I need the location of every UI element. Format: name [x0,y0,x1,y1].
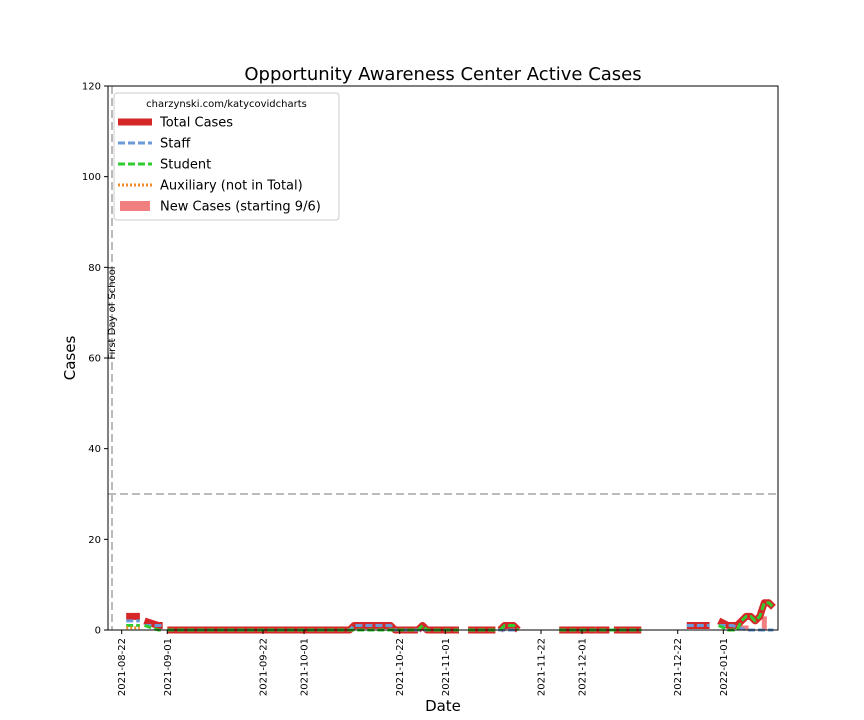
legend-entry: Total Cases [159,116,233,131]
y-tick-label: 0 [95,626,101,637]
y-tick-label: 120 [82,82,101,93]
legend-entry: Auxiliary (not in Total) [160,179,303,194]
x-tick-label: 2021-11-01 [441,638,452,696]
reference-lines [108,86,778,630]
chart-title: Opportunity Awareness Center Active Case… [244,64,641,85]
legend-swatch [120,201,150,211]
first-day-annotation: First Day of School [107,266,118,359]
y-tick-label: 100 [82,172,101,183]
y-axis-label: Cases [61,336,79,381]
y-tick-label: 20 [88,535,101,546]
student-line [498,624,520,632]
new-cases-bar [743,625,749,630]
x-tick-label: 2022-01-01 [719,638,730,696]
legend-entry: Staff [160,137,191,152]
legend: charzynski.com/katycovidcharts Total Case… [113,92,340,221]
legend-box [113,92,340,221]
legend-entry: Student [160,158,211,173]
x-tick-label: 2021-09-01 [163,638,174,696]
x-tick-label: 2021-12-01 [578,638,589,696]
x-tick-label: 2021-10-01 [299,638,310,696]
legend-entry: New Cases (starting 9/6) [160,200,321,215]
new-cases-bar [761,616,767,630]
y-tick-label: 60 [88,354,101,365]
x-tick-label: 2021-09-22 [258,638,269,696]
x-axis-label: Date [425,697,461,715]
x-tick-label: 2021-11-22 [536,638,547,696]
y-tick-label: 40 [88,444,101,455]
x-tick-label: 2021-08-22 [117,638,128,696]
y-tick-label: 80 [88,263,101,274]
x-tick-label: 2021-12-22 [673,638,684,696]
legend-title: charzynski.com/katycovidcharts [146,99,307,110]
ticks: 0 20 40 60 80 100 120 2021-08-22 2021-09-01 2021-… [82,82,730,697]
x-tick-label: 2021-10-22 [395,638,406,696]
